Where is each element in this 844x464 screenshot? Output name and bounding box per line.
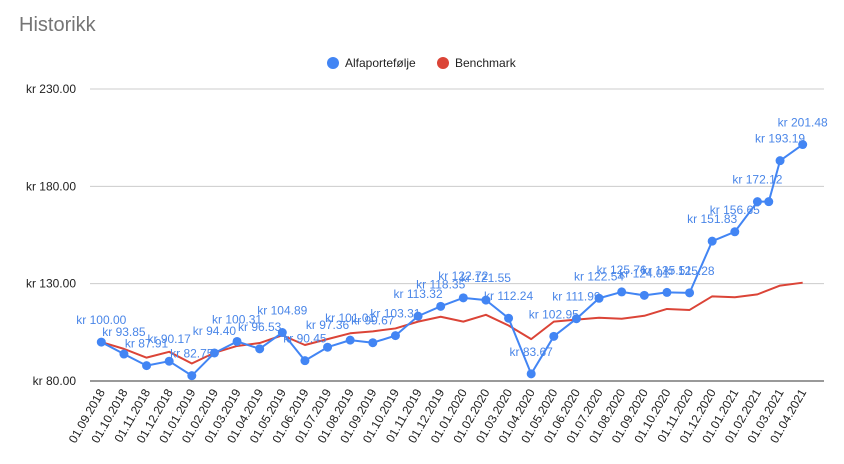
data-label: kr 94.40 (193, 324, 237, 338)
alfaportefolje-point (662, 287, 672, 297)
legend-label: Benchmark (455, 56, 517, 70)
alfaportefolje-point (798, 140, 808, 150)
data-label: kr 97.36 (306, 318, 350, 332)
alfaportefolje-point (764, 197, 774, 207)
alfaportefolje-point (685, 288, 695, 298)
y-tick-label: kr 230.00 (26, 82, 76, 96)
legend: Alfaportefølje Benchmark (327, 56, 517, 70)
y-tick-label: kr 180.00 (26, 179, 76, 193)
alfaportefolje-point (277, 328, 287, 338)
legend-label: Alfaportefølje (345, 56, 416, 70)
data-label: kr 118.35 (416, 277, 465, 291)
alfaportefolje-point (390, 331, 400, 341)
data-label: kr 172.12 (732, 173, 782, 187)
alfaportefolje-point (187, 371, 197, 381)
data-label: kr 87.91 (125, 337, 169, 351)
legend-marker (437, 57, 449, 69)
alfaportefolje-point (504, 313, 514, 323)
data-label: kr 100.00 (76, 313, 126, 327)
y-tick-label: kr 130.00 (26, 277, 76, 291)
data-label: kr 111.99 (552, 290, 601, 304)
alfaportefolje-point (119, 349, 129, 359)
data-label: kr 122.72 (438, 269, 488, 283)
alfaportefolje-point (458, 293, 468, 303)
series-lines (100, 143, 804, 377)
alfaportefolje-point (232, 336, 242, 346)
data-label: kr 113.32 (393, 287, 442, 301)
alfaportefolje-point (571, 314, 581, 324)
data-label: kr 125.28 (665, 264, 715, 278)
data-label: kr 201.48 (778, 116, 828, 130)
alfaportefolje-point (639, 290, 649, 300)
alfaportefolje-line (100, 143, 804, 377)
x-axis: 01.09.201801.10.201801.11.201801.12.2018… (66, 386, 810, 445)
data-label: kr 90.17 (148, 332, 192, 346)
alfaportefolje-point (730, 227, 740, 237)
chart-title: Historikk (19, 14, 96, 36)
data-label: kr 100.31 (212, 312, 262, 326)
data-label: kr 151.83 (687, 212, 737, 226)
data-label: kr 99.67 (351, 314, 395, 328)
alfaportefolje-point (526, 369, 536, 379)
data-label: kr 82.75 (170, 347, 214, 361)
data-label: kr 90.45 (283, 332, 327, 346)
data-label: kr 101.01 (325, 311, 375, 325)
alfaportefolje-point (300, 356, 310, 366)
legend-marker (327, 57, 339, 69)
data-label: kr 125.76 (597, 263, 647, 277)
data-label: kr 104.89 (257, 304, 307, 318)
alfaportefolje-point (209, 348, 219, 358)
alfaportefolje-point (707, 236, 717, 246)
alfaportefolje-point (345, 335, 355, 345)
series-points (96, 140, 808, 381)
data-label: kr 93.85 (102, 325, 146, 339)
alfaportefolje-point (436, 301, 446, 311)
data-label: kr 103.31 (370, 307, 420, 321)
data-label: kr 124.01 (619, 266, 669, 280)
data-label: kr 121.55 (461, 271, 511, 285)
data-label: kr 193.19 (755, 132, 805, 146)
data-label: kr 125.51 (642, 263, 692, 277)
y-axis: kr 80.00 kr 130.00 kr 180.00 kr 230.00 (26, 82, 76, 388)
alfaportefolje-point (413, 311, 423, 321)
alfaportefolje-point (481, 295, 491, 305)
alfaportefolje-point (164, 356, 174, 366)
alfaportefolje-point (752, 197, 762, 207)
alfaportefolje-point (775, 156, 785, 166)
alfaportefolje-point (617, 287, 627, 297)
alfaportefolje-point (549, 331, 559, 341)
data-label: kr 96.53 (238, 320, 282, 334)
data-label: kr 112.24 (484, 289, 533, 303)
alfaportefolje-point (96, 337, 106, 347)
alfaportefolje-point (368, 338, 378, 348)
alfaportefolje-point (594, 293, 604, 303)
alfaportefolje-point (142, 361, 152, 371)
data-label: kr 156.65 (710, 203, 760, 217)
data-label: kr 83.67 (510, 345, 554, 359)
grid-lines (90, 88, 824, 382)
y-tick-label: kr 80.00 (33, 374, 77, 388)
data-label: kr 122.54 (574, 269, 624, 283)
data-label: kr 102.95 (529, 307, 579, 321)
alfaportefolje-point (255, 344, 265, 354)
alfaportefolje-point (323, 342, 333, 352)
